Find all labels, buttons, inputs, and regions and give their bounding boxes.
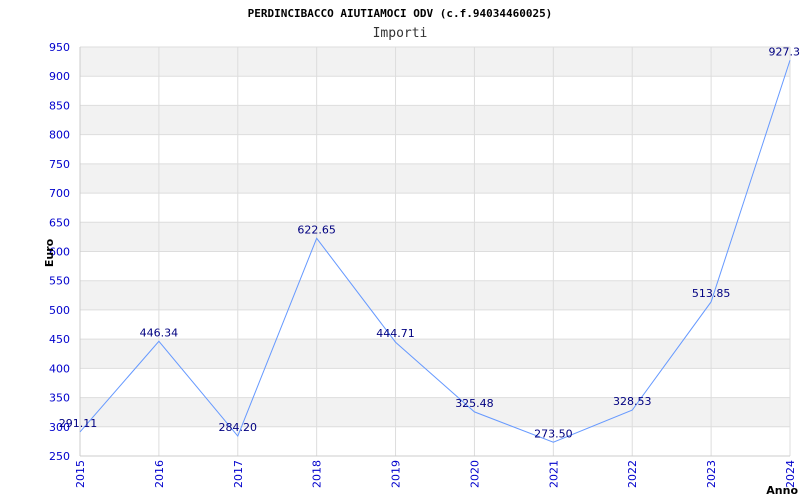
data-label: 273.50 [534, 427, 573, 440]
y-tick-label: 700 [49, 187, 70, 200]
grid-band [80, 280, 790, 310]
data-label: 284.20 [219, 421, 258, 434]
data-labels: 291.11 446.34 284.20 622.65 444.71 325.48 273.… [59, 45, 800, 440]
y-tick-label: 400 [49, 362, 70, 375]
x-tick-label: 2020 [468, 460, 481, 488]
grid-band [80, 47, 790, 77]
y-tick-label: 250 [49, 450, 70, 463]
y-tick-label: 650 [49, 216, 70, 229]
y-tick-label: 500 [49, 304, 70, 317]
y-tick-label: 900 [49, 70, 70, 83]
grid-bands [80, 47, 790, 427]
x-tick-label: 2015 [74, 460, 87, 488]
grid-band [80, 163, 790, 194]
grid-band [80, 397, 790, 427]
y-tick-label: 750 [49, 158, 70, 171]
y-tick-label: 550 [49, 275, 70, 288]
y-tick-label: 600 [49, 246, 70, 259]
grid-lines [79, 46, 791, 457]
y-tick-label: 350 [49, 392, 70, 405]
y-axis-title: Euro [43, 238, 56, 267]
chart-subtitle: Importi [373, 26, 428, 41]
x-tick-label: 2024 [784, 460, 797, 488]
x-tick-label: 2016 [153, 460, 166, 488]
data-label: 444.71 [376, 327, 415, 340]
x-tick-label: 2021 [547, 460, 560, 488]
data-label: 328.53 [613, 395, 652, 408]
x-tick-label: 2022 [626, 460, 639, 488]
data-label: 513.85 [692, 287, 731, 300]
y-tick-label: 300 [49, 421, 70, 434]
data-label: 291.11 [59, 417, 98, 430]
x-tick-label: 2019 [390, 460, 403, 488]
chart-title: PERDINCIBACCO AIUTIAMOCI ODV (c.f.940344… [248, 7, 553, 20]
series-line [79, 60, 791, 443]
y-tick-label: 950 [49, 41, 70, 54]
data-label: 446.34 [140, 326, 179, 339]
x-tick-label: 2023 [705, 460, 718, 488]
y-tick-label: 850 [49, 99, 70, 112]
data-label: 927.3 [769, 45, 800, 58]
grid-band [80, 339, 790, 369]
y-tick-label: 800 [49, 129, 70, 142]
x-axis-ticks: 2015 2016 2017 2018 2019 2020 2021 2022 2023 2024 [74, 460, 797, 488]
y-axis-ticks: 250 300 350 400 450 500 550 600 650 700 750 800 850 9… [49, 41, 70, 463]
data-label: 622.65 [297, 223, 336, 236]
x-axis-title: Anno [766, 484, 798, 497]
x-tick-label: 2018 [311, 460, 324, 488]
data-label: 325.48 [455, 397, 494, 410]
x-tick-label: 2017 [232, 460, 245, 488]
y-tick-label: 450 [49, 333, 70, 346]
grid-band [80, 222, 790, 252]
grid-band [80, 105, 790, 135]
